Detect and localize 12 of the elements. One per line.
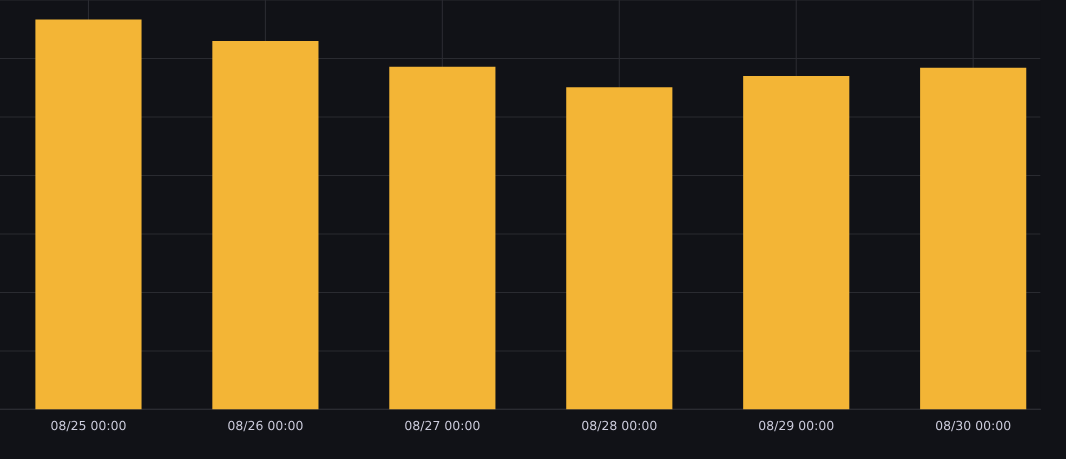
x-tick-label: 08/30 00:00: [935, 420, 1011, 432]
x-tick-label: 08/25 00:00: [51, 420, 126, 432]
bar: [35, 19, 142, 410]
bar: [212, 40, 319, 410]
x-tick-label: 08/26 00:00: [228, 420, 303, 432]
bar: [389, 66, 496, 410]
bar: [566, 87, 673, 410]
bar: [920, 67, 1027, 410]
x-tick-label: 08/27 00:00: [405, 420, 480, 432]
x-tick-label: 08/28 00:00: [582, 420, 657, 432]
x-tick-label: 08/29 00:00: [759, 420, 834, 432]
bar: [743, 76, 850, 410]
